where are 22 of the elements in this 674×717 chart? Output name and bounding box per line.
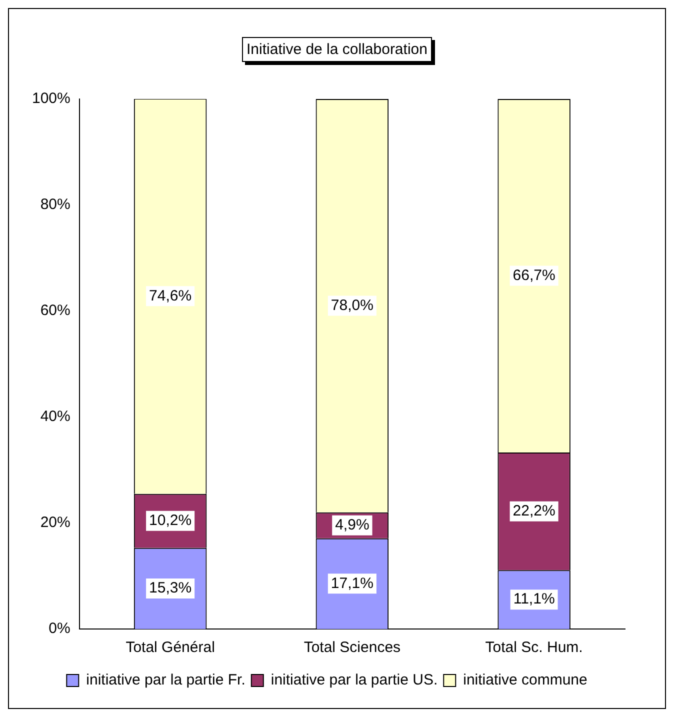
legend-label: initiative par la partie Fr.	[86, 672, 246, 689]
chart-title: Initiative de la collaboration	[242, 37, 432, 62]
y-tick-label: 60%	[40, 302, 70, 320]
x-tick-label: Total Sciences	[304, 639, 401, 656]
x-tick-label: Total Sc. Hum.	[485, 639, 583, 656]
data-label: 4,9%	[335, 516, 370, 534]
y-tick-label: 20%	[40, 514, 70, 532]
data-label: 11,1%	[513, 590, 555, 608]
data-label: 74,6%	[149, 287, 192, 304]
y-tick-label: 0%	[48, 620, 70, 638]
y-tick-label: 80%	[40, 196, 70, 214]
x-tick-label: Total Général	[126, 639, 215, 656]
data-label: 66,7%	[512, 266, 556, 284]
legend-label: initiative commune	[463, 672, 588, 689]
y-tick-label: 100%	[32, 90, 70, 108]
data-label: 17,1%	[330, 574, 374, 592]
data-label: 15,3%	[149, 580, 192, 597]
y-tick-label: 40%	[40, 408, 70, 426]
data-label: 22,2%	[512, 502, 556, 520]
data-label: 10,2%	[149, 512, 192, 530]
legend-label: initiative par la partie US.	[270, 672, 438, 689]
data-label: 78,0%	[330, 296, 374, 314]
